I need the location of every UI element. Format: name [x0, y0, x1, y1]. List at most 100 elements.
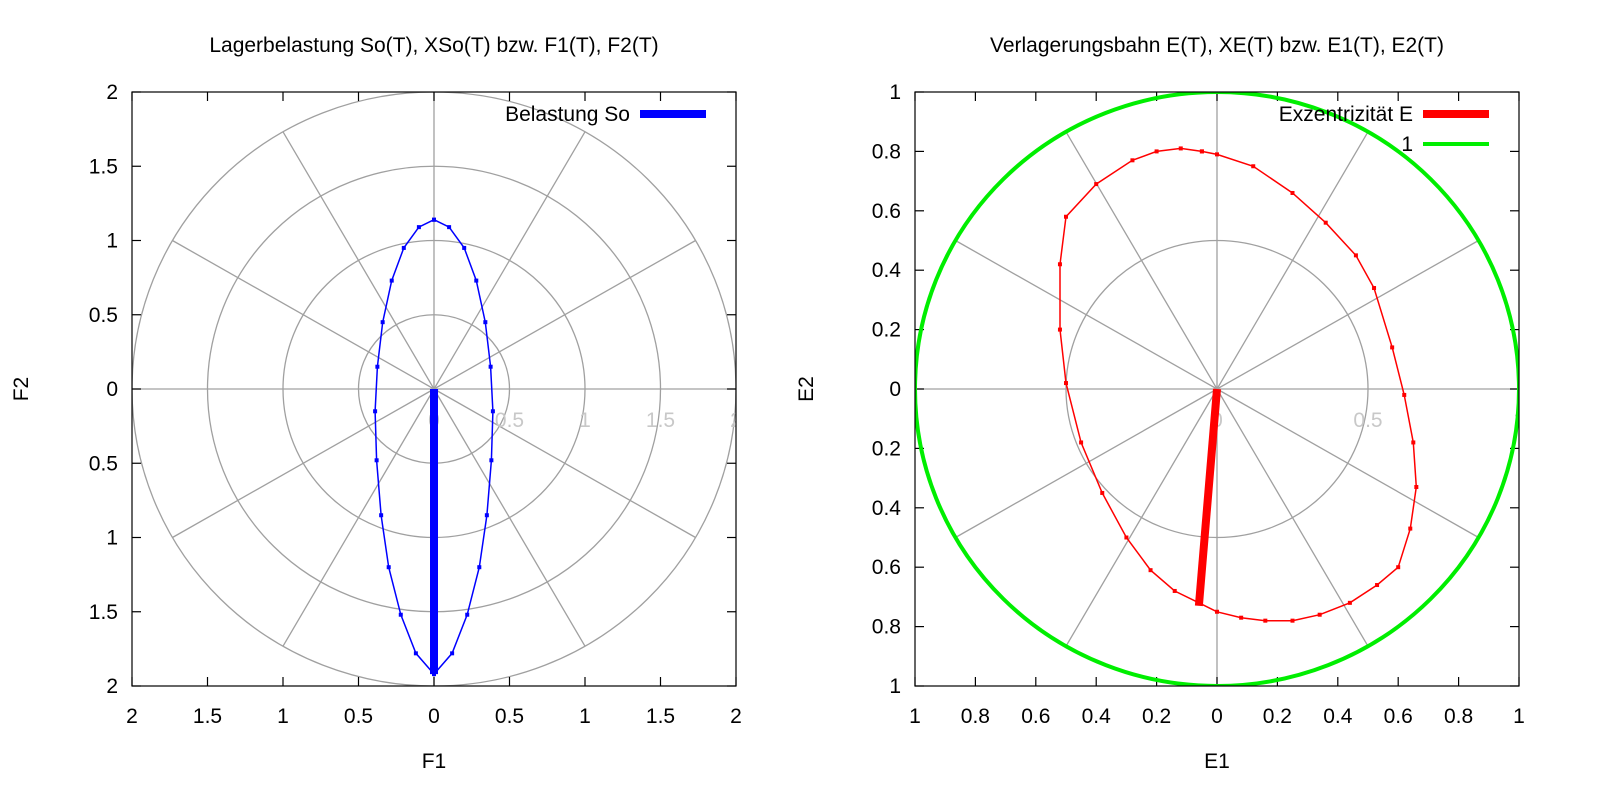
data-point — [462, 245, 467, 250]
grid-spoke — [433, 131, 586, 390]
data-point — [373, 409, 378, 414]
grid-spoke — [282, 131, 435, 390]
chart-lagerbelastung: Lagerbelastung So(T), XSo(T) bzw. F1(T),… — [10, 34, 742, 773]
data-point — [1396, 565, 1401, 570]
data-point — [1290, 618, 1295, 623]
x-tick-label: 0.5 — [495, 705, 524, 728]
data-point — [1064, 381, 1068, 386]
x-tick-label: 0.6 — [1384, 705, 1413, 728]
x-tick-label: 1.5 — [646, 705, 675, 728]
grid-spoke — [955, 239, 1218, 390]
data-point — [1353, 253, 1358, 258]
legend-label: 1 — [1401, 133, 1413, 156]
data-point — [1251, 164, 1256, 169]
data-point — [386, 565, 391, 570]
y-tick-label: 1 — [889, 675, 901, 698]
data-point — [379, 513, 384, 518]
legend: Exzentrizität E 1 — [1279, 103, 1489, 156]
series-layer — [373, 217, 495, 677]
y-tick-label: 0.8 — [872, 616, 901, 639]
data-point — [374, 458, 379, 463]
data-point — [1323, 220, 1328, 225]
grid-spoke — [433, 388, 696, 539]
data-point — [432, 217, 436, 222]
x-tick-label: 0.6 — [1021, 705, 1050, 728]
x-tick-label: 0.2 — [1263, 705, 1292, 728]
data-point — [1079, 440, 1084, 445]
x-tick-label: 2 — [126, 705, 138, 728]
series-vector — [1194, 388, 1221, 607]
data-point — [398, 612, 403, 617]
data-point — [1411, 440, 1416, 445]
data-point — [488, 364, 493, 369]
chart-verlagerungsbahn: Verlagerungsbahn E(T), XE(T) bzw. E1(T),… — [795, 34, 1525, 773]
series-layer — [915, 92, 1519, 686]
data-point — [389, 278, 394, 283]
axis-ticks: 1 0.8 0.6 0.4 0.2 0 0.2 0.4 0.6 0.8 110.80.60.40.2… — [872, 81, 1525, 728]
x-tick-label: 1 — [1513, 705, 1525, 728]
data-point — [380, 320, 385, 325]
x-tick-label: 1 — [579, 705, 591, 728]
x-tick-label: 2 — [730, 705, 742, 728]
y-tick-label: 0.5 — [89, 452, 118, 475]
data-point — [484, 513, 489, 518]
data-point — [1172, 588, 1177, 593]
grid-spoke — [433, 239, 696, 390]
x-tick-label: 0.5 — [344, 705, 373, 728]
data-point — [1057, 327, 1062, 332]
x-axis-label: F1 — [422, 750, 447, 773]
data-point — [1215, 152, 1219, 157]
x-tick-label: 1 — [909, 705, 921, 728]
radius-label: 2 — [730, 409, 742, 432]
data-point — [1290, 190, 1295, 195]
data-point — [1199, 149, 1204, 154]
legend: Belastung So — [505, 103, 706, 126]
y-tick-label: 1 — [106, 230, 118, 253]
axis-ticks: 2 1.5 1 0.5 0 0.5 1 1.5 221.510.500.511.52 — [89, 81, 742, 728]
data-point — [1347, 600, 1352, 605]
y-tick-label: 0.2 — [872, 319, 901, 342]
data-point — [401, 245, 406, 250]
legend-label: Exzentrizität E — [1279, 103, 1413, 126]
data-point — [1317, 612, 1322, 617]
data-point — [416, 225, 421, 230]
y-tick-label: 1.5 — [89, 601, 118, 624]
data-point — [1375, 583, 1380, 588]
chart-title: Lagerbelastung So(T), XSo(T) bzw. F1(T),… — [209, 34, 658, 57]
y-tick-label: 2 — [106, 81, 118, 104]
data-point — [1414, 485, 1419, 490]
data-point — [1130, 158, 1135, 163]
data-point — [1402, 392, 1407, 397]
data-point — [1408, 526, 1413, 531]
data-point — [477, 565, 482, 570]
grid-spoke — [1065, 131, 1218, 390]
data-point — [375, 364, 380, 369]
grid-spoke — [1216, 131, 1369, 390]
grid-spoke — [955, 388, 1218, 539]
y-tick-label: 1 — [889, 81, 901, 104]
data-point — [1263, 618, 1268, 623]
data-point — [1239, 615, 1244, 620]
x-tick-label: 0.4 — [1082, 705, 1112, 728]
data-point — [1372, 286, 1377, 291]
data-point — [1100, 490, 1105, 495]
radius-label: 0.5 — [495, 409, 524, 432]
grid-spoke — [1065, 388, 1218, 647]
y-tick-label: 1.5 — [89, 155, 118, 178]
radius-label: 1.5 — [646, 409, 675, 432]
grid-spoke — [433, 388, 586, 647]
data-point — [1390, 345, 1395, 350]
x-tick-label: 0.4 — [1323, 705, 1353, 728]
data-point — [1124, 535, 1129, 540]
data-point — [1064, 214, 1068, 219]
data-point — [490, 409, 495, 414]
y-tick-label: 0.4 — [872, 497, 902, 520]
radius-label: 1 — [579, 409, 591, 432]
legend-label: Belastung So — [505, 103, 630, 126]
y-tick-label: 0.6 — [872, 556, 901, 579]
y-axis-label: F2 — [10, 377, 33, 402]
data-point — [465, 612, 470, 617]
y-axis-label: E2 — [795, 376, 818, 402]
grid-spoke — [282, 388, 435, 647]
